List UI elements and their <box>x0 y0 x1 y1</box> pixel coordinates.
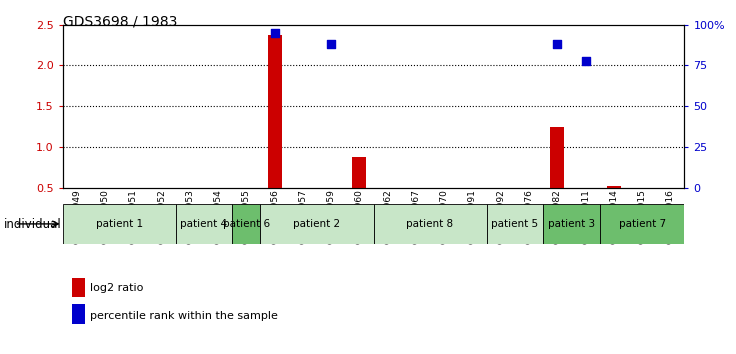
Bar <box>551 127 565 188</box>
Point <box>551 41 563 47</box>
Point <box>269 30 280 36</box>
Bar <box>373 204 486 244</box>
Text: GDS3698 / 1983: GDS3698 / 1983 <box>63 14 177 28</box>
Bar <box>261 204 373 244</box>
Bar <box>606 186 621 188</box>
Point <box>580 58 592 63</box>
Text: log2 ratio: log2 ratio <box>90 283 144 293</box>
Bar <box>267 35 282 188</box>
Text: patient 6: patient 6 <box>223 219 270 229</box>
Bar <box>353 157 367 188</box>
Text: percentile rank within the sample: percentile rank within the sample <box>90 311 277 321</box>
Bar <box>176 204 232 244</box>
Text: patient 3: patient 3 <box>548 219 595 229</box>
Text: patient 7: patient 7 <box>618 219 665 229</box>
Text: patient 2: patient 2 <box>294 219 341 229</box>
Point <box>325 41 337 47</box>
Bar <box>600 204 684 244</box>
Bar <box>63 204 176 244</box>
Text: patient 8: patient 8 <box>406 219 453 229</box>
Text: patient 5: patient 5 <box>492 219 539 229</box>
Bar <box>486 204 543 244</box>
Text: patient 1: patient 1 <box>96 219 143 229</box>
Bar <box>543 204 600 244</box>
Text: patient 4: patient 4 <box>180 219 227 229</box>
Bar <box>232 204 261 244</box>
Text: individual: individual <box>4 218 61 231</box>
